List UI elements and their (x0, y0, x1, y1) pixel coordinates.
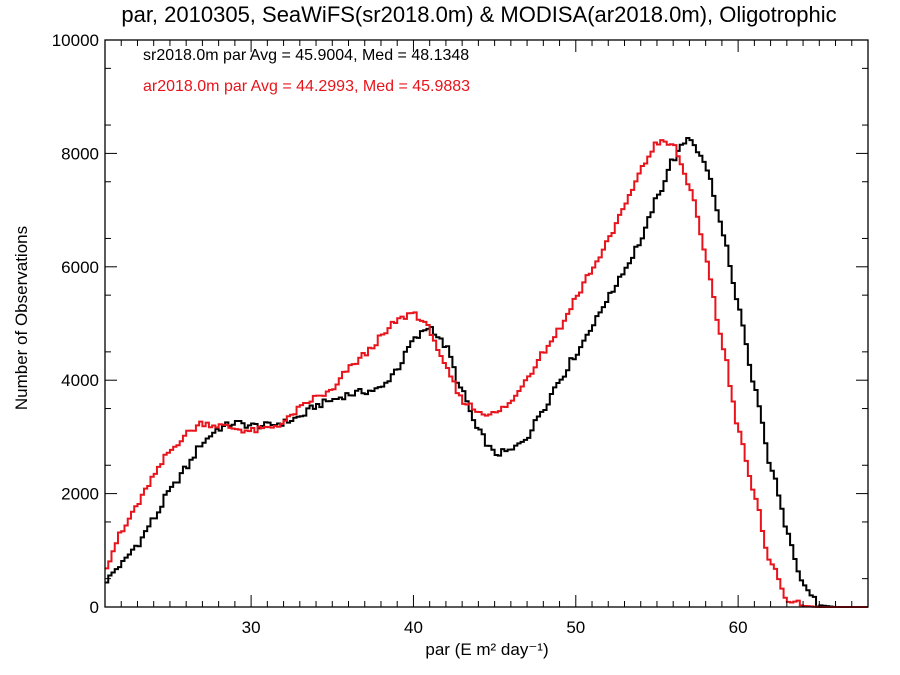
x-tick-label: 30 (242, 618, 261, 637)
annotation-ar2018: ar2018.0m par Avg = 44.2993, Med = 45.98… (143, 78, 470, 95)
x-axis-label: par (E m² day⁻¹) (425, 640, 548, 659)
series-sr2018-line (105, 137, 868, 608)
y-tick-label: 6000 (61, 258, 99, 277)
y-tick-label: 10000 (52, 31, 99, 50)
y-axis-label: Number of Observations (12, 226, 31, 410)
y-tick-label: 4000 (61, 371, 99, 390)
x-tick-label: 40 (404, 618, 423, 637)
x-tick-label: 60 (729, 618, 748, 637)
series-ar2018-line (105, 139, 868, 608)
chart-title: par, 2010305, SeaWiFS(sr2018.0m) & MODIS… (121, 2, 836, 27)
x-tick-label: 50 (566, 618, 585, 637)
series-layer (105, 137, 868, 608)
y-tick-label: 0 (90, 598, 99, 617)
annotation-sr2018: sr2018.0m par Avg = 45.9004, Med = 48.13… (143, 47, 469, 64)
plot-frame (104, 39, 869, 608)
y-tick-label: 2000 (61, 485, 99, 504)
ticks-layer: 0 2000 4000 6000 8000 10000 30 40 50 60 (52, 31, 869, 637)
y-tick-label: 8000 (61, 144, 99, 163)
